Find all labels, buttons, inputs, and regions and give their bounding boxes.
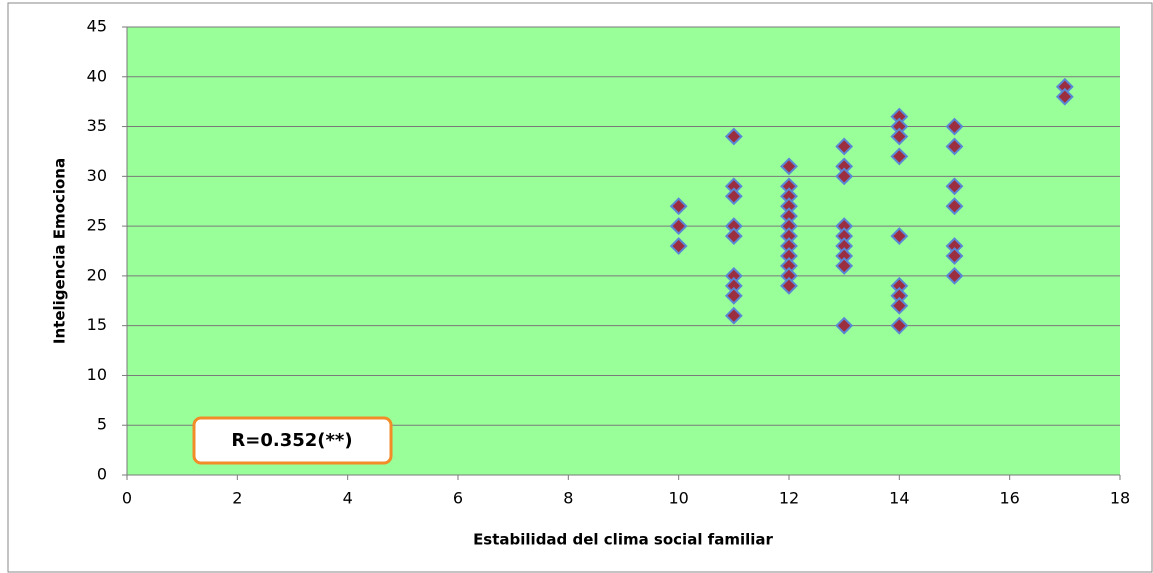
y-tick-label: 30 bbox=[87, 166, 107, 185]
point bbox=[780, 276, 798, 295]
y-tick-label: 5 bbox=[97, 415, 107, 434]
y-tick-label: 45 bbox=[87, 17, 107, 36]
x-tick-label: 6 bbox=[453, 489, 463, 508]
point bbox=[835, 316, 854, 335]
point bbox=[724, 286, 743, 305]
point bbox=[890, 147, 909, 166]
point bbox=[945, 197, 964, 216]
point bbox=[945, 117, 964, 136]
y-tick-label: 25 bbox=[87, 216, 107, 235]
y-tick-label: 0 bbox=[97, 465, 107, 484]
point bbox=[724, 306, 743, 325]
point bbox=[945, 137, 964, 156]
y-tick-label: 40 bbox=[87, 66, 107, 85]
x-tick-label: 12 bbox=[779, 489, 799, 508]
point bbox=[945, 247, 964, 265]
point bbox=[890, 127, 909, 146]
x-tick-label: 10 bbox=[668, 489, 688, 508]
point bbox=[835, 137, 854, 156]
point bbox=[945, 177, 964, 196]
point bbox=[890, 296, 909, 315]
point bbox=[724, 127, 743, 146]
x-tick-label: 0 bbox=[122, 489, 132, 508]
point bbox=[724, 227, 743, 245]
x-axis-title: Estabilidad del clima social familiar bbox=[473, 531, 773, 549]
point bbox=[945, 266, 964, 285]
point bbox=[669, 197, 688, 216]
y-tick-label: 15 bbox=[87, 315, 107, 334]
point bbox=[724, 187, 743, 206]
annotation: R=0.352(**) bbox=[231, 430, 352, 451]
y-tick-label: 20 bbox=[87, 265, 107, 284]
point bbox=[669, 217, 688, 236]
point bbox=[669, 237, 688, 255]
chart-border bbox=[7, 2, 1153, 573]
point bbox=[890, 227, 909, 245]
point bbox=[890, 316, 909, 335]
point bbox=[835, 167, 854, 186]
x-tick-label: 18 bbox=[1110, 489, 1130, 508]
y-tick-label: 35 bbox=[87, 116, 107, 135]
plot-area bbox=[127, 27, 1120, 475]
point bbox=[835, 257, 854, 275]
point bbox=[780, 157, 798, 176]
y-axis-title: Inteligencia Emociona bbox=[51, 158, 69, 344]
x-tick-label: 14 bbox=[889, 489, 909, 508]
x-tick-label: 16 bbox=[999, 489, 1019, 508]
x-tick-label: 4 bbox=[343, 489, 353, 508]
point bbox=[1055, 87, 1074, 106]
x-tick-label: 2 bbox=[232, 489, 242, 508]
annotation-box bbox=[192, 416, 393, 465]
y-tick-label: 10 bbox=[87, 365, 107, 384]
x-tick-label: 8 bbox=[563, 489, 573, 508]
